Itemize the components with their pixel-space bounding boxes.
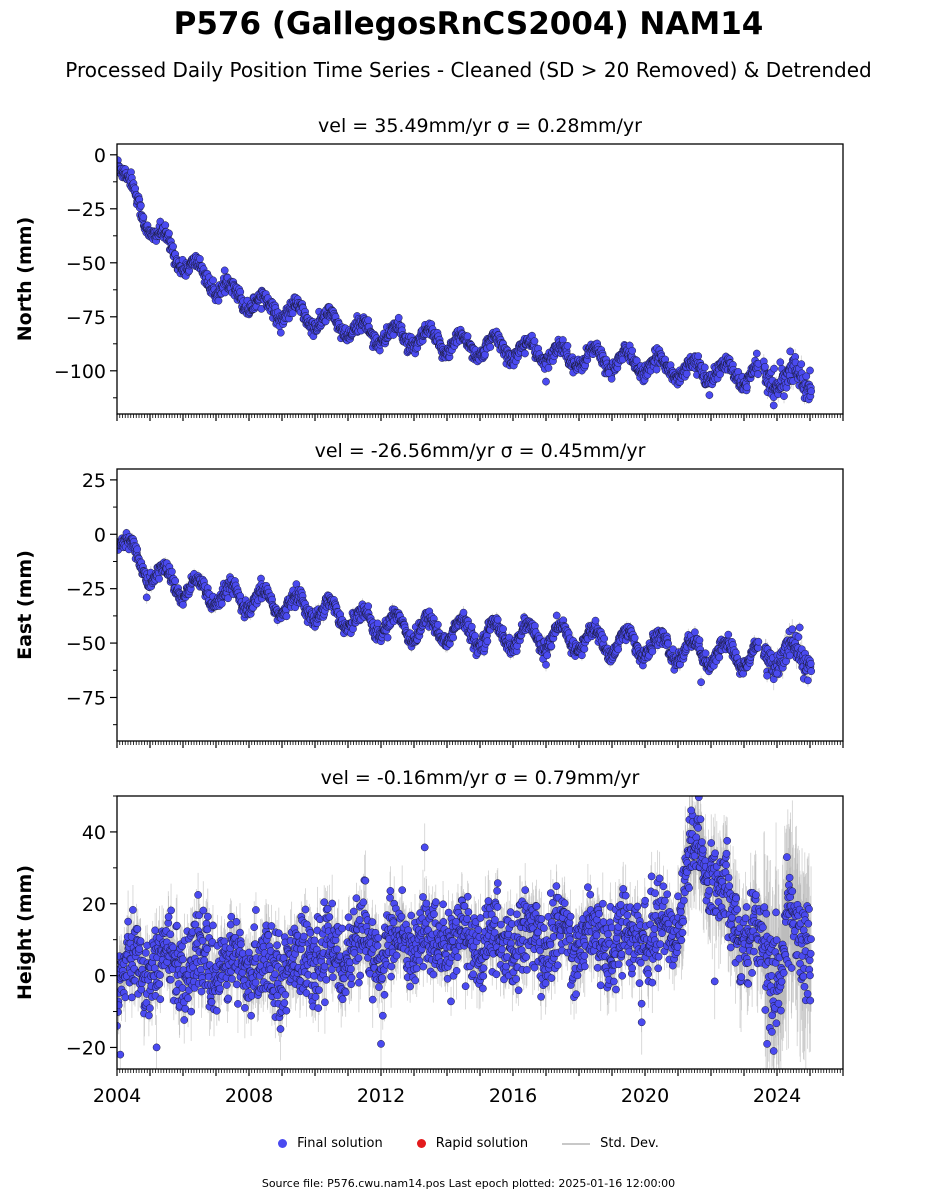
data-point: [563, 341, 572, 350]
data-points: [117, 156, 816, 410]
data-point: [761, 362, 769, 371]
data-point: [743, 383, 751, 392]
data-point: [486, 343, 495, 351]
y-tick-label: −50: [66, 253, 106, 275]
data-point: [542, 377, 550, 386]
data-point: [165, 229, 173, 238]
panel-title: vel = 35.49mm/yr σ = 0.28mm/yr: [318, 115, 642, 137]
y-tick-label: −100: [54, 361, 106, 383]
data-point: [628, 346, 637, 355]
data-point: [169, 242, 177, 251]
data-point: [652, 365, 661, 374]
data-point: [780, 392, 788, 400]
data-point: [752, 349, 761, 358]
data-point: [139, 213, 148, 221]
data-point: [276, 328, 285, 337]
data-point: [544, 364, 553, 372]
data-point: [530, 337, 539, 345]
data-point: [521, 349, 529, 358]
data-point: [209, 276, 217, 285]
y-axis-label: North (mm): [14, 217, 36, 342]
data-point: [196, 255, 204, 263]
y-tick-label: −75: [66, 307, 106, 329]
data-point: [161, 221, 170, 230]
data-point: [705, 391, 714, 399]
y-tick-label: −25: [66, 199, 106, 221]
data-point: [807, 387, 816, 396]
data-point: [694, 352, 703, 360]
plot-area: [117, 156, 816, 411]
data-point: [806, 366, 814, 375]
data-point: [236, 288, 245, 296]
data-point: [364, 316, 373, 325]
data-point: [131, 184, 140, 193]
data-point: [137, 201, 145, 210]
data-point: [288, 309, 297, 318]
data-point: [463, 332, 472, 341]
data-point: [220, 266, 229, 275]
y-tick-label: 0: [94, 145, 106, 167]
data-point: [604, 369, 613, 377]
data-point: [776, 358, 785, 367]
north-panel: vel = 35.49mm/yr σ = 0.28mm/yr 0 −25 −50 −75…: [14, 115, 844, 421]
data-point: [797, 360, 806, 368]
data-point: [770, 364, 778, 373]
figure-title: P576 (GallegosRnCS2004) NAM14: [173, 6, 764, 42]
data-point: [682, 369, 691, 378]
data-point: [700, 363, 709, 372]
data-point: [786, 347, 795, 356]
data-point: [214, 296, 223, 305]
figure-subtitle: Processed Daily Position Time Series - C…: [65, 58, 872, 82]
data-point: [769, 401, 778, 410]
data-point: [632, 356, 641, 365]
east-panel: vel = -26.56mm/yr σ = 0.45mm/yr250−25−50…: [14, 440, 844, 748]
plot-area: [117, 528, 816, 691]
data-point: [394, 313, 403, 322]
